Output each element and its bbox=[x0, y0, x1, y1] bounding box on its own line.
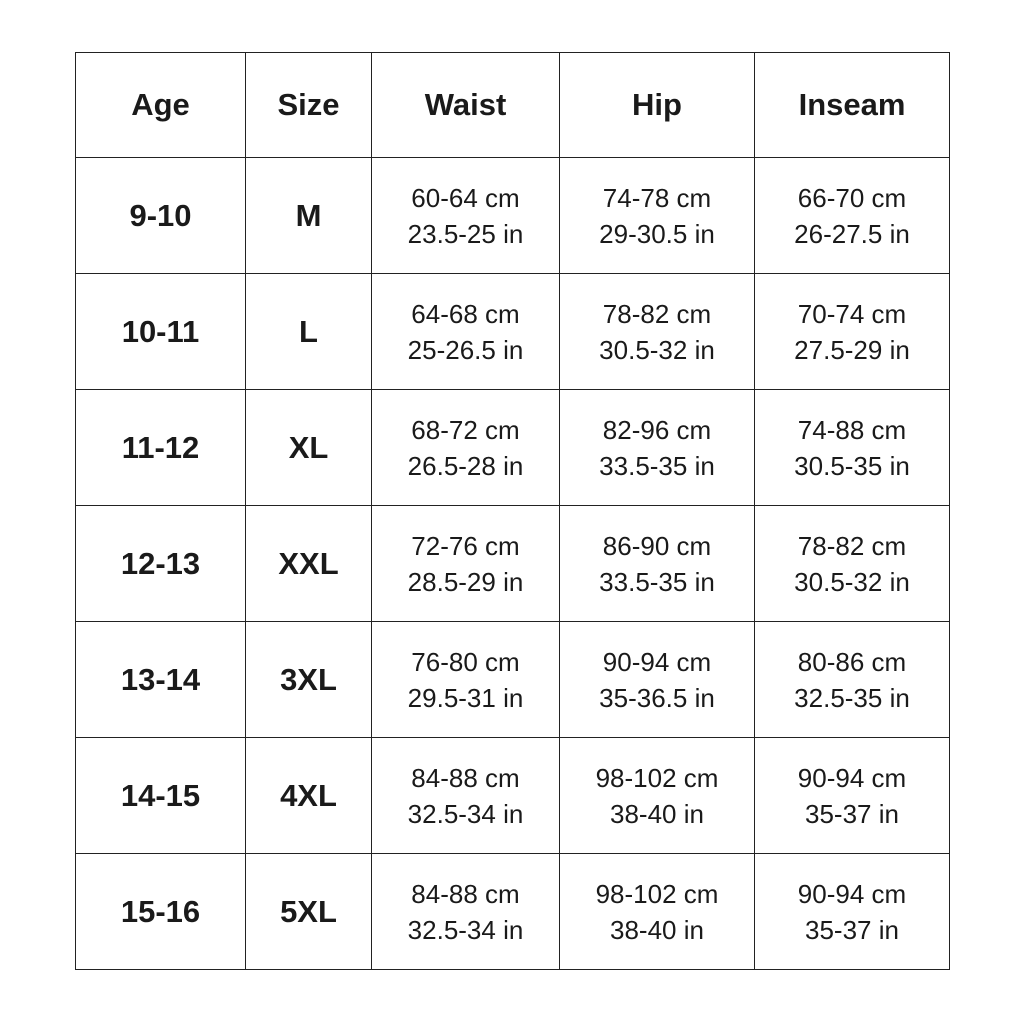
measurement-cell: 98-102 cm 38-40 in bbox=[559, 737, 755, 854]
measurement-text: 28.5-29 in bbox=[407, 566, 524, 597]
table-row: 15-16 5XL 84-88 cm 32.5-34 in 98-102 cm 38-40… bbox=[75, 853, 950, 970]
measurement-text: 35-37 in bbox=[805, 914, 899, 945]
measurement-cell: 74-88 cm 30.5-35 in bbox=[754, 389, 950, 506]
measurement-cell: 70-74 cm 27.5-29 in bbox=[754, 273, 950, 390]
table-row: 13-14 3XL 76-80 cm 29.5-31 in 90-94 cm 35-36.… bbox=[75, 621, 950, 738]
size-cell: XXL bbox=[245, 505, 372, 622]
measurement-cell: 98-102 cm 38-40 in bbox=[559, 853, 755, 970]
table-row: 11-12 XL 68-72 cm 26.5-28 in 82-96 cm 33.5-35… bbox=[75, 389, 950, 506]
measurement-text: 35-37 in bbox=[805, 798, 899, 829]
measurement-cell: 78-82 cm 30.5-32 in bbox=[754, 505, 950, 622]
size-cell: 5XL bbox=[245, 853, 372, 970]
measurement-text: 27.5-29 in bbox=[794, 334, 910, 365]
measurement-cell: 68-72 cm 26.5-28 in bbox=[371, 389, 560, 506]
measurement-cell: 60-64 cm 23.5-25 in bbox=[371, 157, 560, 274]
measurement-text: 98-102 cm bbox=[595, 762, 719, 793]
age-cell: 13-14 bbox=[75, 621, 246, 738]
age-cell: 11-12 bbox=[75, 389, 246, 506]
measurement-text: 30.5-32 in bbox=[599, 334, 715, 365]
measurement-cell: 90-94 cm 35-37 in bbox=[754, 737, 950, 854]
measurement-cell: 80-86 cm 32.5-35 in bbox=[754, 621, 950, 738]
measurement-cell: 84-88 cm 32.5-34 in bbox=[371, 737, 560, 854]
measurement-cell: 82-96 cm 33.5-35 in bbox=[559, 389, 755, 506]
measurement-text: 25-26.5 in bbox=[407, 334, 524, 365]
measurement-text: 38-40 in bbox=[610, 914, 704, 945]
size-cell: 4XL bbox=[245, 737, 372, 854]
size-cell: 3XL bbox=[245, 621, 372, 738]
measurement-cell: 84-88 cm 32.5-34 in bbox=[371, 853, 560, 970]
measurement-text: 35-36.5 in bbox=[599, 682, 715, 713]
measurement-text: 84-88 cm bbox=[411, 878, 520, 909]
measurement-text: 86-90 cm bbox=[602, 530, 712, 561]
size-cell: XL bbox=[245, 389, 372, 506]
measurement-text: 30.5-32 in bbox=[794, 566, 910, 597]
size-cell: L bbox=[245, 273, 372, 390]
header-row: Age Size Waist Hip Inseam bbox=[75, 52, 950, 158]
measurement-text: 38-40 in bbox=[610, 798, 704, 829]
measurement-cell: 64-68 cm 25-26.5 in bbox=[371, 273, 560, 390]
measurement-text: 26.5-28 in bbox=[407, 450, 524, 481]
measurement-text: 74-78 cm bbox=[602, 182, 712, 213]
measurement-text: 64-68 cm bbox=[411, 298, 520, 329]
measurement-text: 82-96 cm bbox=[602, 414, 712, 445]
measurement-text: 76-80 cm bbox=[411, 646, 520, 677]
age-cell: 9-10 bbox=[75, 157, 246, 274]
measurement-text: 98-102 cm bbox=[595, 878, 719, 909]
measurement-text: 90-94 cm bbox=[602, 646, 712, 677]
size-table: Age Size Waist Hip Inseam 9-10 M 60-64 cm 23.5-… bbox=[75, 52, 950, 970]
measurement-text: 70-74 cm bbox=[797, 298, 907, 329]
age-cell: 14-15 bbox=[75, 737, 246, 854]
measurement-text: 78-82 cm bbox=[602, 298, 712, 329]
table-row: 12-13 XXL 72-76 cm 28.5-29 in 86-90 cm 33.5-3… bbox=[75, 505, 950, 622]
measurement-text: 30.5-35 in bbox=[794, 450, 910, 481]
measurement-text: 74-88 cm bbox=[797, 414, 907, 445]
table-row: 9-10 M 60-64 cm 23.5-25 in 74-78 cm 29-30.5 i… bbox=[75, 157, 950, 274]
age-cell: 10-11 bbox=[75, 273, 246, 390]
measurement-text: 90-94 cm bbox=[797, 878, 907, 909]
measurement-text: 29-30.5 in bbox=[599, 218, 715, 249]
measurement-cell: 66-70 cm 26-27.5 in bbox=[754, 157, 950, 274]
column-header: Size bbox=[245, 52, 372, 158]
measurement-text: 33.5-35 in bbox=[599, 566, 715, 597]
size-cell: M bbox=[245, 157, 372, 274]
measurement-text: 90-94 cm bbox=[797, 762, 907, 793]
measurement-text: 80-86 cm bbox=[797, 646, 907, 677]
measurement-text: 72-76 cm bbox=[411, 530, 520, 561]
column-header: Inseam bbox=[754, 52, 950, 158]
table-row: 14-15 4XL 84-88 cm 32.5-34 in 98-102 cm 38-40… bbox=[75, 737, 950, 854]
measurement-cell: 72-76 cm 28.5-29 in bbox=[371, 505, 560, 622]
measurement-cell: 90-94 cm 35-37 in bbox=[754, 853, 950, 970]
measurement-text: 32.5-34 in bbox=[407, 798, 524, 829]
measurement-text: 33.5-35 in bbox=[599, 450, 715, 481]
measurement-text: 32.5-34 in bbox=[407, 914, 524, 945]
age-cell: 15-16 bbox=[75, 853, 246, 970]
column-header: Waist bbox=[371, 52, 560, 158]
measurement-text: 60-64 cm bbox=[411, 182, 520, 213]
measurement-text: 84-88 cm bbox=[411, 762, 520, 793]
table-body: 9-10 M 60-64 cm 23.5-25 in 74-78 cm 29-30.5 i… bbox=[75, 157, 950, 970]
measurement-text: 78-82 cm bbox=[797, 530, 907, 561]
measurement-text: 68-72 cm bbox=[411, 414, 520, 445]
measurement-text: 32.5-35 in bbox=[794, 682, 910, 713]
measurement-text: 29.5-31 in bbox=[407, 682, 524, 713]
measurement-text: 23.5-25 in bbox=[407, 218, 524, 249]
column-header: Hip bbox=[559, 52, 755, 158]
measurement-cell: 78-82 cm 30.5-32 in bbox=[559, 273, 755, 390]
column-header: Age bbox=[75, 52, 246, 158]
measurement-cell: 74-78 cm 29-30.5 in bbox=[559, 157, 755, 274]
measurement-cell: 76-80 cm 29.5-31 in bbox=[371, 621, 560, 738]
age-cell: 12-13 bbox=[75, 505, 246, 622]
table-row: 10-11 L 64-68 cm 25-26.5 in 78-82 cm 30.5-32 … bbox=[75, 273, 950, 390]
measurement-cell: 90-94 cm 35-36.5 in bbox=[559, 621, 755, 738]
measurement-cell: 86-90 cm 33.5-35 in bbox=[559, 505, 755, 622]
measurement-text: 66-70 cm bbox=[797, 182, 907, 213]
measurement-text: 26-27.5 in bbox=[794, 218, 910, 249]
